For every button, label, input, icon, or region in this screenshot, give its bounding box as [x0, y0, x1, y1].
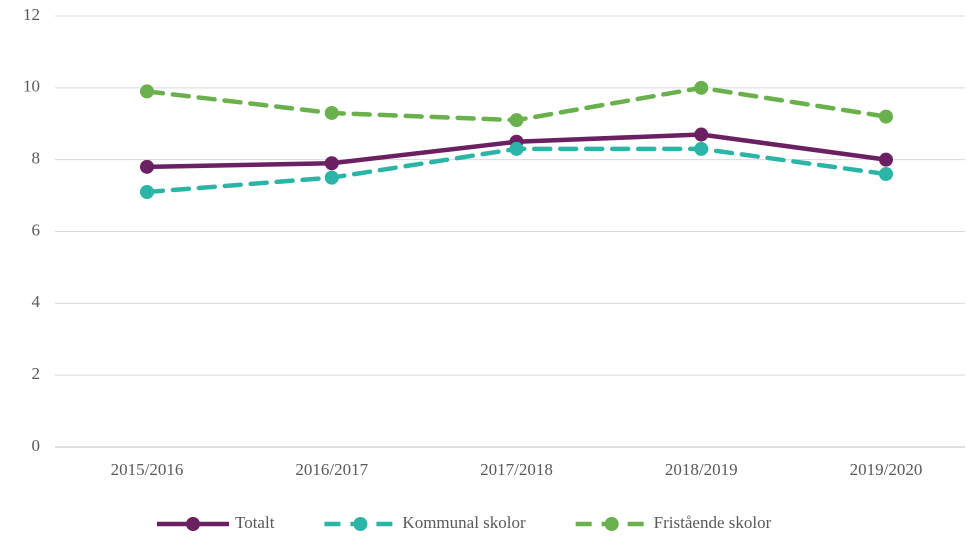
- marker: [879, 109, 893, 124]
- marker: [140, 84, 154, 99]
- marker: [140, 159, 154, 174]
- y-tick-label: 8: [32, 149, 41, 168]
- x-tick-label: 2017/2018: [480, 460, 553, 479]
- y-tick-label: 4: [32, 292, 41, 311]
- marker: [694, 127, 709, 142]
- y-tick-label: 6: [32, 220, 41, 239]
- x-tick-label: 2015/2016: [111, 460, 184, 479]
- marker: [509, 141, 524, 156]
- legend-label: Kommunal skolor: [402, 513, 526, 532]
- legend-marker: [604, 517, 619, 531]
- x-tick-label: 2018/2019: [665, 460, 738, 479]
- marker: [694, 141, 709, 156]
- marker: [879, 152, 893, 167]
- marker: [324, 170, 339, 185]
- marker: [509, 113, 524, 128]
- x-tick-label: 2019/2020: [850, 460, 923, 479]
- x-tick-label: 2016/2017: [295, 460, 368, 479]
- legend-marker: [353, 517, 368, 531]
- y-tick-label: 2: [32, 364, 41, 383]
- marker: [879, 167, 893, 182]
- legend-marker: [186, 517, 200, 531]
- y-tick-label: 12: [23, 5, 40, 24]
- marker: [140, 184, 154, 199]
- legend-label: Fristående skolor: [654, 513, 772, 532]
- marker: [694, 80, 709, 95]
- y-tick-label: 0: [32, 436, 41, 455]
- y-tick-label: 10: [23, 77, 40, 96]
- legend-label: Totalt: [235, 513, 275, 532]
- marker: [324, 156, 339, 171]
- marker: [324, 105, 339, 120]
